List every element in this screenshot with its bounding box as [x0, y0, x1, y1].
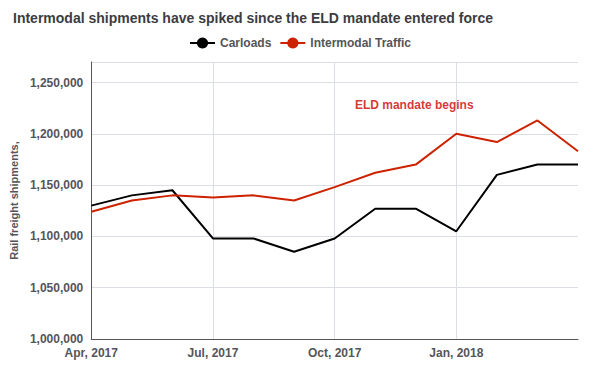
svg-text:ELD mandate begins: ELD mandate begins	[355, 98, 474, 112]
svg-text:Jan, 2018: Jan, 2018	[429, 346, 483, 360]
svg-text:Apr, 2017: Apr, 2017	[65, 346, 119, 360]
svg-text:1,050,000: 1,050,000	[30, 281, 84, 295]
svg-text:Oct, 2017: Oct, 2017	[308, 346, 362, 360]
svg-text:1,100,000: 1,100,000	[30, 229, 84, 243]
svg-text:1,250,000: 1,250,000	[30, 76, 84, 90]
svg-text:Jul, 2017: Jul, 2017	[188, 346, 239, 360]
svg-text:Intermodal shipments have spik: Intermodal shipments have spiked since t…	[13, 10, 493, 26]
svg-text:1,150,000: 1,150,000	[30, 178, 84, 192]
svg-text:1,200,000: 1,200,000	[30, 127, 84, 141]
svg-text:Carloads: Carloads	[220, 36, 272, 50]
svg-text:Rail freight shipments,: Rail freight shipments,	[8, 141, 20, 260]
svg-text:Intermodal Traffic: Intermodal Traffic	[310, 36, 411, 50]
svg-text:1,000,000: 1,000,000	[30, 332, 84, 346]
